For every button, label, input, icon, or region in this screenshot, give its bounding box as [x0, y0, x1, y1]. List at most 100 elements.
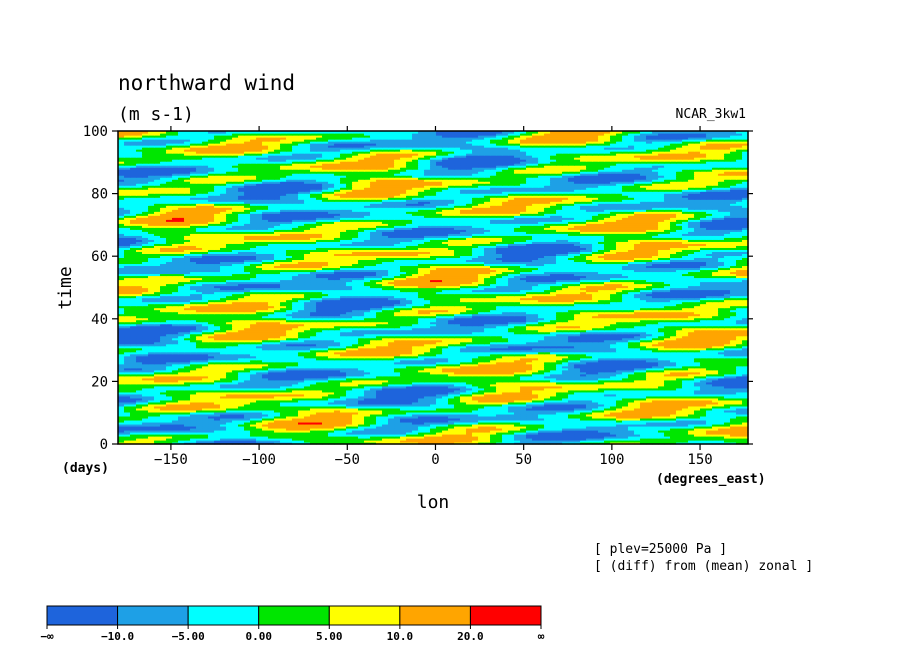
heatmap-cell — [610, 429, 617, 433]
heatmap-cell — [538, 391, 545, 395]
heatmap-cell — [568, 417, 575, 421]
heatmap-cell — [394, 407, 401, 411]
heatmap-cell — [352, 363, 359, 367]
heatmap-cell — [418, 351, 425, 355]
heatmap-cell — [226, 357, 233, 361]
heatmap-cell — [580, 421, 587, 425]
heatmap-cell — [592, 387, 599, 391]
heatmap-cell — [388, 387, 395, 391]
heatmap-cell — [718, 369, 725, 373]
heatmap-cell — [598, 413, 605, 417]
heatmap-cell — [658, 417, 665, 421]
heatmap-cell — [424, 427, 431, 431]
heatmap-cell — [544, 365, 551, 369]
heatmap-cell — [730, 439, 737, 443]
heatmap-cell — [292, 379, 299, 383]
heatmap-cell — [400, 349, 407, 353]
heatmap-cell — [358, 383, 365, 387]
heatmap-cell — [208, 419, 215, 423]
heatmap-cell — [592, 391, 599, 395]
heatmap-cell — [586, 379, 593, 383]
heatmap-cell — [286, 423, 293, 427]
heatmap-cell — [328, 397, 335, 401]
heatmap-cell — [682, 369, 689, 373]
heatmap-cell — [616, 349, 623, 353]
heatmap-cell — [436, 373, 443, 377]
heatmap-cell — [730, 353, 737, 357]
heatmap-cell — [688, 399, 695, 403]
heatmap-cell — [220, 381, 227, 385]
heatmap-cell — [688, 401, 695, 405]
heatmap-cell — [262, 421, 269, 425]
heatmap-cell — [382, 431, 389, 435]
heatmap-cell — [142, 391, 149, 395]
heatmap-cell — [622, 353, 629, 357]
heatmap-cell — [166, 415, 173, 419]
heatmap-cell — [442, 397, 449, 401]
heatmap-cell — [604, 413, 611, 417]
heatmap-cell — [292, 371, 299, 375]
heatmap-cell — [322, 347, 329, 351]
heatmap-cell — [496, 417, 503, 421]
heatmap-cell — [268, 393, 275, 397]
heatmap-cell — [448, 359, 455, 363]
heatmap-cell — [550, 431, 557, 435]
heatmap-cell — [640, 439, 647, 443]
heatmap-cell — [202, 399, 209, 403]
heatmap-cell — [340, 353, 347, 357]
heatmap-cell — [256, 359, 263, 363]
heatmap-cell — [514, 349, 521, 353]
heatmap-cell — [508, 385, 515, 389]
heatmap-cell — [484, 387, 491, 391]
heatmap-cell — [352, 367, 359, 371]
heatmap-cell — [142, 369, 149, 373]
heatmap-cell — [214, 429, 221, 433]
heatmap-cell — [358, 435, 365, 439]
heatmap-cell — [334, 385, 341, 389]
heatmap-cell — [460, 349, 467, 353]
heatmap-cell — [274, 375, 281, 379]
heatmap-cell — [508, 365, 515, 369]
heatmap-cell — [484, 393, 491, 397]
heatmap-cell — [166, 385, 173, 389]
heatmap-cell — [142, 375, 149, 379]
heatmap-cell — [706, 393, 713, 397]
heatmap-cell — [250, 359, 257, 363]
heatmap-cell — [712, 379, 719, 383]
heatmap-cell — [148, 405, 155, 409]
heatmap-cell — [118, 347, 125, 351]
heatmap-cell — [184, 399, 191, 403]
heatmap-cell — [190, 395, 197, 399]
heatmap-cell — [226, 347, 233, 351]
heatmap-cell — [712, 363, 719, 367]
heatmap-cell — [718, 423, 725, 427]
heatmap-cell — [664, 371, 671, 375]
heatmap-cell — [592, 361, 599, 365]
heatmap-cell — [124, 369, 131, 373]
heatmap-cell — [364, 381, 371, 385]
heatmap-cell — [520, 377, 527, 381]
heatmap-cell — [352, 431, 359, 435]
heatmap-cell — [214, 397, 221, 401]
heatmap-cell — [580, 387, 587, 391]
heatmap-cell — [664, 391, 671, 395]
heatmap-cell — [178, 393, 185, 397]
heatmap-cell — [544, 421, 551, 425]
heatmap-cell — [286, 399, 293, 403]
heatmap-cell — [520, 407, 527, 411]
heatmap-cell — [484, 425, 491, 429]
heatmap-cell — [700, 403, 707, 407]
heatmap-cell — [454, 369, 461, 373]
heatmap-cell — [520, 383, 527, 387]
heatmap-cell — [688, 381, 695, 385]
heatmap-cell — [232, 361, 239, 365]
heatmap-cell — [664, 429, 671, 433]
heatmap-cell — [274, 365, 281, 369]
heatmap-cell — [154, 429, 161, 433]
heatmap-cell — [274, 369, 281, 373]
heatmap-cell — [700, 349, 707, 353]
heatmap-cell — [472, 373, 479, 377]
heatmap-cell — [316, 383, 323, 387]
heatmap-cell — [598, 393, 605, 397]
heatmap-cell — [196, 365, 203, 369]
